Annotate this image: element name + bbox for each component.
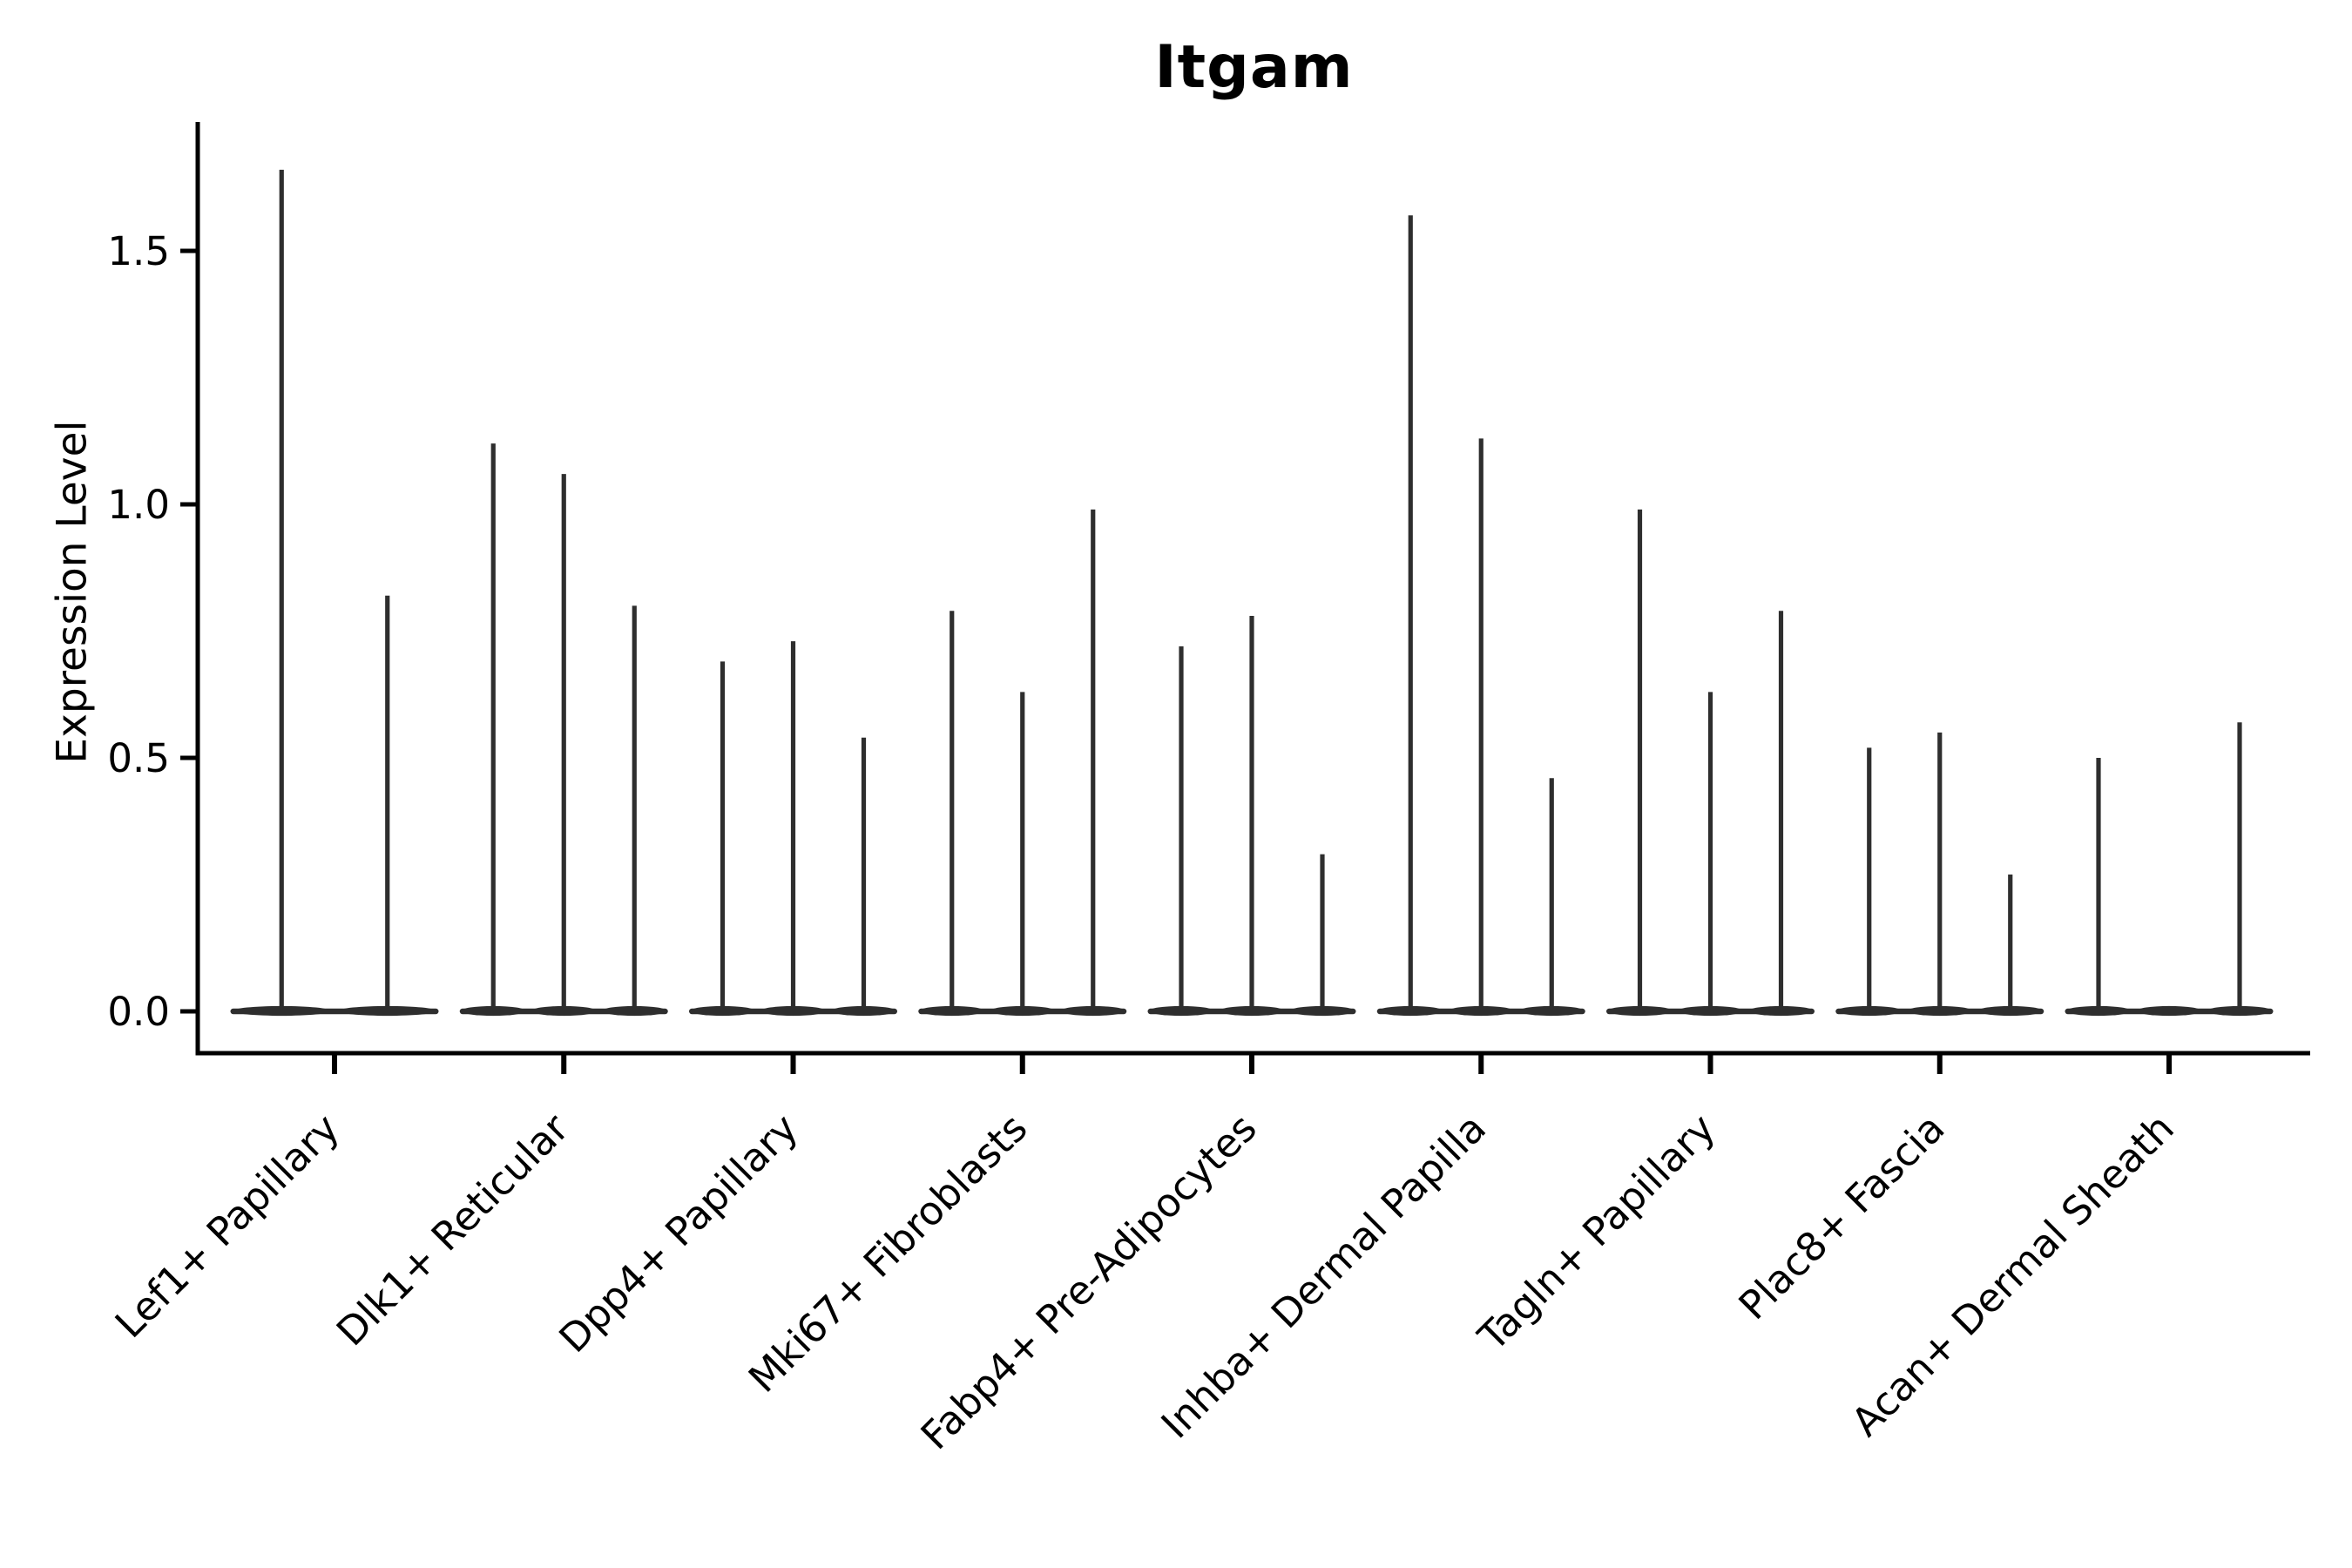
y-tick-label: 0.5 bbox=[107, 735, 170, 781]
violin-base-bulge bbox=[531, 1005, 597, 1017]
violin-base-bulge bbox=[831, 1005, 896, 1017]
x-category-label: Tagln+ Papillary bbox=[1469, 1105, 1724, 1360]
violin-base-bulge bbox=[1289, 1005, 1355, 1017]
violin-base-bulge bbox=[601, 1005, 667, 1017]
violin-base-bulge bbox=[990, 1005, 1056, 1017]
chart-title: Itgam bbox=[1154, 33, 1354, 102]
x-category-label: Lef1+ Papillary bbox=[106, 1105, 348, 1347]
y-tick-label: 1.5 bbox=[107, 228, 170, 274]
violin-base-bulge bbox=[2065, 1005, 2132, 1017]
y-tick-label: 1.0 bbox=[107, 482, 170, 528]
violin-base-bulge bbox=[1977, 1005, 2044, 1017]
violin-base-bulge bbox=[2207, 1005, 2273, 1017]
violin-base-bulge bbox=[1678, 1005, 1743, 1017]
violin-base-bulge bbox=[1148, 1005, 1214, 1017]
violin-base-bulge bbox=[1377, 1005, 1443, 1017]
x-category-label: Plac8+ Fascia bbox=[1730, 1105, 1954, 1328]
violin-base-bulge bbox=[1448, 1005, 1514, 1017]
violin-base-bulge bbox=[1748, 1005, 1814, 1017]
violin-base-bulge bbox=[1836, 1005, 1903, 1017]
violin-base-bulge bbox=[760, 1005, 826, 1017]
violin-base-bulge bbox=[690, 1005, 755, 1017]
violin-base-bulge bbox=[1907, 1005, 1973, 1017]
violin-base-bulge bbox=[460, 1005, 526, 1017]
y-axis-title: Expression Level bbox=[48, 420, 97, 764]
violin-base-bulge bbox=[233, 1005, 331, 1017]
violin-base-bulge bbox=[338, 1005, 436, 1017]
violin-base-bulge bbox=[1518, 1005, 1585, 1017]
violin-base-bulge bbox=[1219, 1005, 1285, 1017]
x-category-label: Dpp4+ Papillary bbox=[550, 1105, 807, 1362]
violin-base-bulge bbox=[1607, 1005, 1673, 1017]
violin-base-bulge bbox=[2136, 1005, 2202, 1017]
violin-base-bulge bbox=[919, 1005, 985, 1017]
violin-base-bulge bbox=[1060, 1005, 1126, 1017]
y-tick-label: 0.0 bbox=[107, 989, 170, 1035]
x-category-label: Dlk1+ Reticular bbox=[328, 1105, 578, 1355]
